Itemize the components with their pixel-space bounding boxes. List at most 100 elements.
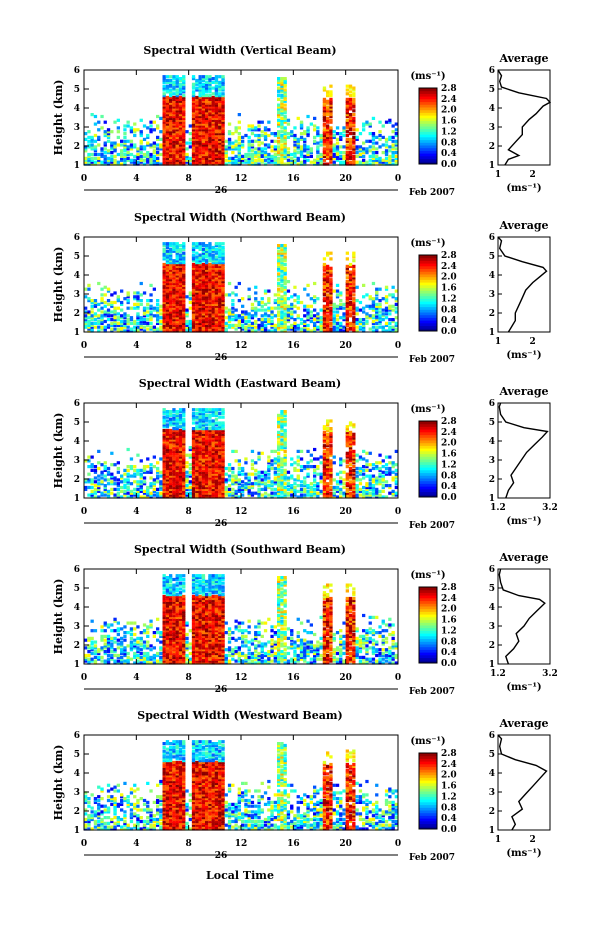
heatmap-cell xyxy=(136,316,140,320)
heatmap-cell xyxy=(322,141,327,145)
heatmap-cell xyxy=(178,84,183,88)
heatmap-cell xyxy=(191,122,196,126)
heatmap-cell xyxy=(201,242,206,246)
heatmap-cell xyxy=(201,316,206,320)
heatmap-cell xyxy=(208,137,212,141)
heatmap-cell xyxy=(191,280,196,284)
heatmap-cell xyxy=(218,247,222,251)
heatmap-cell xyxy=(316,154,320,158)
heatmap-cell xyxy=(342,130,346,134)
heatmap-cell xyxy=(358,132,363,136)
heatmap-cell xyxy=(211,113,215,117)
heatmap-cell xyxy=(309,319,313,324)
heatmap-cell xyxy=(175,103,179,107)
heatmap-cell xyxy=(201,244,206,248)
heatmap-cell xyxy=(378,133,382,138)
heatmap-cell xyxy=(175,90,179,94)
average-x-label: (ms⁻¹) xyxy=(506,183,541,194)
heatmap-cell xyxy=(221,249,225,253)
heatmap-cell xyxy=(106,302,111,306)
heatmap-cell xyxy=(139,293,143,297)
heatmap-cell xyxy=(283,77,287,81)
heatmap-cell xyxy=(90,156,94,160)
heatmap-cell xyxy=(195,319,199,324)
heatmap-cell xyxy=(237,147,241,151)
heatmap-cell xyxy=(352,135,356,139)
heatmap-cell xyxy=(116,135,120,139)
heatmap-cell xyxy=(198,276,202,280)
heatmap-cell xyxy=(224,139,228,143)
heatmap-cell xyxy=(175,293,179,297)
heatmap-cell xyxy=(146,152,150,157)
heatmap-cell xyxy=(247,312,251,316)
heatmap-cell xyxy=(191,285,196,289)
heatmap-cell xyxy=(221,84,225,88)
heatmap-cell xyxy=(313,141,317,145)
heatmap-cell xyxy=(329,321,333,325)
heatmap-cell xyxy=(162,253,166,257)
heatmap-cell xyxy=(218,162,222,166)
heatmap-cell xyxy=(211,92,215,96)
heatmap-cell xyxy=(237,126,241,130)
heatmap-cell xyxy=(214,319,219,324)
heatmap-cell xyxy=(175,262,179,267)
heatmap-cell xyxy=(191,118,196,122)
heatmap-cell xyxy=(339,291,343,295)
heatmap-cell xyxy=(211,141,215,145)
heatmap-cell xyxy=(175,147,179,151)
heatmap-cell xyxy=(267,314,271,318)
heatmap-cell xyxy=(355,137,359,141)
heatmap-cell xyxy=(221,114,225,119)
heatmap-cell xyxy=(234,323,238,327)
heatmap-cell xyxy=(293,318,297,322)
heatmap-cell xyxy=(175,316,179,320)
date-label: Feb 2007 xyxy=(409,355,455,365)
heatmap-cell xyxy=(198,247,202,251)
heatmap-cell xyxy=(345,118,349,122)
heatmap-cell xyxy=(152,314,156,318)
heatmap-cell xyxy=(257,158,261,162)
heatmap-cell xyxy=(152,465,156,469)
heatmap-cell xyxy=(208,120,212,124)
heatmap-cell xyxy=(201,126,206,130)
heatmap-cell xyxy=(136,318,140,322)
heatmap-cell xyxy=(345,160,349,164)
heatmap-cell xyxy=(165,111,170,115)
heatmap-cell xyxy=(218,272,222,276)
heatmap-cell xyxy=(169,92,173,96)
average-x-tick-label: 1 xyxy=(495,170,501,180)
heatmap-cell xyxy=(263,319,268,324)
heatmap-cell xyxy=(182,300,186,305)
heatmap-cell xyxy=(172,162,176,166)
heatmap-cell xyxy=(162,319,166,324)
heatmap-cell xyxy=(205,113,209,117)
heatmap-cell xyxy=(100,476,104,480)
heatmap-cell xyxy=(133,465,137,469)
heatmap-cell xyxy=(195,149,199,153)
heatmap-cell xyxy=(191,319,196,324)
heatmap-cell xyxy=(169,417,173,421)
heatmap-cell xyxy=(234,126,238,130)
heatmap-cell xyxy=(201,109,206,113)
heatmap-cell xyxy=(267,484,271,488)
heatmap-cell xyxy=(322,304,327,308)
heatmap-cell xyxy=(142,329,147,333)
heatmap-cell xyxy=(388,293,392,297)
average-y-tick-label: 1 xyxy=(489,161,495,171)
heatmap-cell xyxy=(175,245,179,250)
heatmap-cell xyxy=(198,300,202,305)
heatmap-cell xyxy=(205,259,209,263)
heatmap-cell xyxy=(227,325,232,329)
heatmap-cell xyxy=(191,111,196,115)
heatmap-cell xyxy=(247,316,251,320)
heatmap-cell xyxy=(126,300,130,305)
average-x-tick-label: 2 xyxy=(530,337,536,347)
heatmap-cell xyxy=(129,306,134,310)
heatmap-cell xyxy=(188,466,192,471)
heatmap-cell xyxy=(139,472,143,476)
heatmap-cell xyxy=(182,291,186,295)
heatmap-cell xyxy=(257,474,261,478)
heatmap-cell xyxy=(257,151,261,155)
x-tick-label: 12 xyxy=(235,341,248,351)
heatmap-cell xyxy=(113,143,117,147)
